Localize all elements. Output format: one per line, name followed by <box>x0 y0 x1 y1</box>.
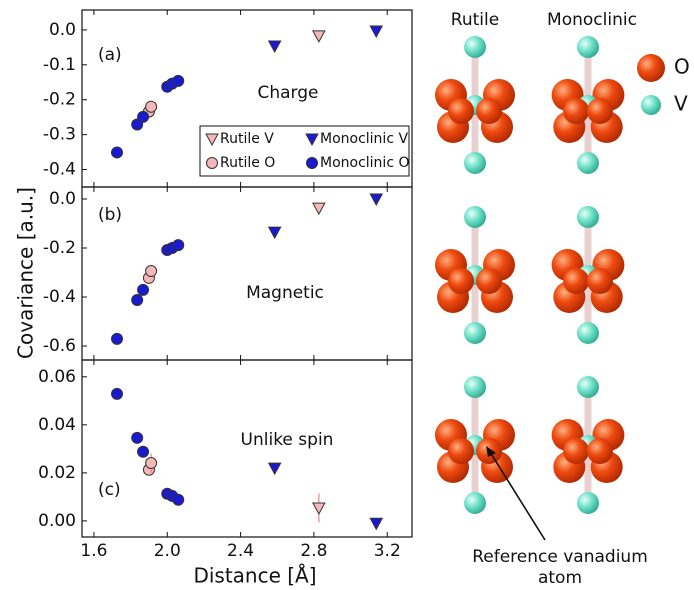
panel-label: (b) <box>98 205 122 225</box>
o-atom <box>586 438 613 464</box>
v-atom <box>464 492 486 514</box>
marker <box>369 25 384 38</box>
marker <box>369 193 384 207</box>
v-atom <box>464 152 486 174</box>
marker <box>206 157 218 169</box>
pointer-label: atom <box>538 568 582 588</box>
v-atom <box>464 206 486 228</box>
panel-label: (c) <box>98 480 121 500</box>
o-atom <box>476 268 502 294</box>
marker <box>305 133 319 147</box>
marker <box>111 146 124 159</box>
legend-box <box>199 125 410 177</box>
y-tick-label: -0.6 <box>43 336 76 356</box>
plot-frame <box>81 359 413 538</box>
y-tick-label: -0.2 <box>43 90 76 110</box>
marker <box>145 100 158 113</box>
marker <box>137 283 150 296</box>
v-atom <box>464 36 486 58</box>
o-atom <box>563 438 590 464</box>
x-tick-label: 3.2 <box>374 541 401 561</box>
y-tick-label: -0.2 <box>43 238 76 258</box>
y-tick-label: -0.3 <box>43 125 76 145</box>
pointer-label: Reference vanadium <box>472 547 648 567</box>
y-tick-label: 0.02 <box>38 463 76 483</box>
panel-label: (a) <box>98 45 122 65</box>
o-atom <box>586 98 613 124</box>
v-atom <box>464 322 486 344</box>
column-label: Monoclinic <box>547 10 637 30</box>
marker <box>312 202 326 216</box>
y-tick-label: 0.0 <box>49 20 76 40</box>
legend-label: Rutile V <box>220 131 274 147</box>
marker <box>267 40 282 54</box>
v-atom <box>577 36 599 58</box>
v-atom <box>577 322 599 344</box>
annotation: Magnetic <box>246 283 324 303</box>
vanadium-key <box>641 95 661 115</box>
marker <box>145 265 158 278</box>
v-atom <box>577 152 599 174</box>
y-tick-label: 0.00 <box>38 511 76 531</box>
marker <box>145 457 158 470</box>
column-label: Rutile <box>451 10 499 30</box>
o-atom <box>563 98 590 124</box>
annotation: Charge <box>257 83 318 103</box>
y-tick-label: 0.0 <box>49 189 76 209</box>
marker <box>312 30 326 43</box>
marker <box>312 502 326 515</box>
marker <box>172 74 185 87</box>
plot-frame <box>81 186 413 361</box>
legend-v: V <box>674 92 688 116</box>
x-tick-label: 1.6 <box>80 541 107 561</box>
molecules <box>435 36 625 514</box>
marker <box>267 462 282 476</box>
x-axis-label: Distance [Å] <box>193 564 316 588</box>
oxygen-key <box>637 54 665 82</box>
marker <box>111 332 124 345</box>
marker <box>131 293 144 306</box>
marker <box>111 387 124 400</box>
v-atom <box>464 376 486 398</box>
pointer-arrow <box>489 451 546 541</box>
y-tick-label: 0.04 <box>38 415 76 435</box>
legend-label: Monoclinic V <box>320 131 408 147</box>
v-atom <box>577 206 599 228</box>
marker <box>137 110 150 123</box>
x-tick-label: 2.8 <box>300 541 327 561</box>
arrow-head <box>486 446 496 457</box>
x-tick-label: 2.4 <box>227 541 254 561</box>
marker <box>172 493 185 506</box>
marker <box>306 157 318 169</box>
v-atom <box>577 376 599 398</box>
y-tick-label: 0.06 <box>38 367 76 387</box>
legend-label: Rutile O <box>220 155 275 171</box>
marker <box>267 226 282 240</box>
legend-label: Monoclinic O <box>320 155 410 171</box>
marker <box>205 133 219 147</box>
o-atom <box>448 268 474 294</box>
marker <box>369 517 384 531</box>
legend-o: O <box>674 55 690 79</box>
y-tick-label: -0.4 <box>43 287 76 307</box>
y-tick-label: -0.4 <box>43 160 76 180</box>
marker <box>137 445 150 458</box>
marker <box>131 431 144 444</box>
marker <box>172 239 185 252</box>
o-atom <box>448 438 474 464</box>
y-tick-label: -0.1 <box>43 55 76 75</box>
o-atom <box>586 268 613 294</box>
o-atom <box>563 268 590 294</box>
annotation: Unlike spin <box>241 430 334 450</box>
o-atom <box>448 98 474 124</box>
x-tick-label: 2.0 <box>154 541 181 561</box>
v-atom <box>577 492 599 514</box>
y-axis-label: Covariance [a.u.] <box>14 187 38 359</box>
o-atom <box>476 98 502 124</box>
